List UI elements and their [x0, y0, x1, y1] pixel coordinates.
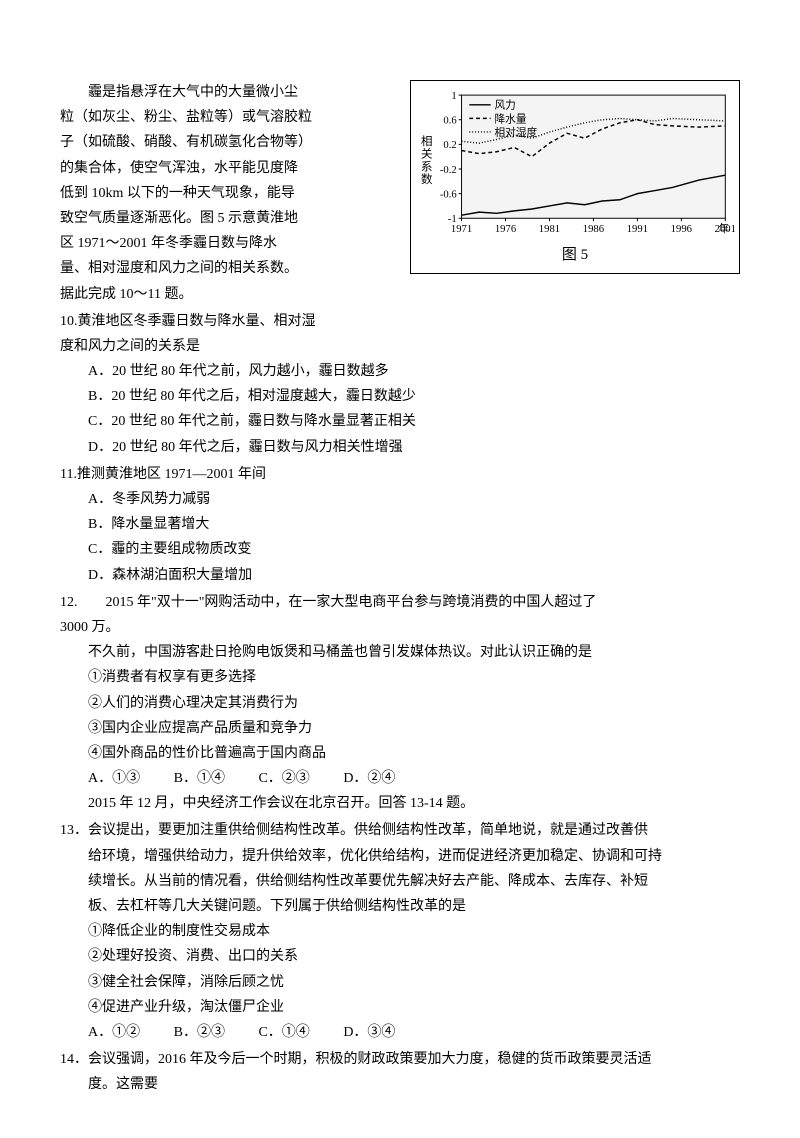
q13-options: A．①② B．②③ C．①④ D．③④ — [60, 1020, 740, 1045]
svg-text:数: 数 — [421, 172, 433, 186]
q13-line: 给环境，增强供给动力，提升供给效率，优化供给结构，进而促进经济更加稳定、协调和可… — [60, 844, 740, 869]
svg-text:关: 关 — [421, 147, 433, 161]
q10-option-d: D．20 世纪 80 年代之后，霾日数与风力相关性增强 — [60, 435, 740, 460]
svg-text:1976: 1976 — [495, 224, 517, 235]
q10-option-b: B．20 世纪 80 年代之后，相对湿度越大，霾日数越少 — [60, 384, 740, 409]
svg-text:风力: 风力 — [495, 99, 516, 112]
q12-item-3: ③国内企业应提高产品质量和竞争力 — [60, 716, 740, 741]
q13-item-3: ③健全社会保障，消除后顾之忧 — [60, 970, 740, 995]
q12-stem: 3000 万。 — [60, 615, 740, 640]
intro-line: 致空气质量逐渐恶化。图 5 示意黄淮地 — [60, 206, 400, 231]
q13-stem: 13．会议提出，要更加注重供给侧结构性改革。供给侧结构性改革，简单地说，就是通过… — [60, 818, 740, 843]
svg-text:-0.2: -0.2 — [440, 165, 457, 176]
q12-stem: 12. 2015 年"双十一"网购活动中，在一家大型电商平台参与跨境消费的中国人… — [60, 590, 740, 615]
svg-text:相: 相 — [421, 135, 433, 148]
q12-item-2: ②人们的消费心理决定其消费行为 — [60, 691, 740, 716]
q13-item-1: ①降低企业的制度性交易成本 — [60, 919, 740, 944]
q13-item-4: ④促进产业升级，淘汰僵尸企业 — [60, 995, 740, 1020]
intro-text: 霾是指悬浮在大气中的大量微小尘 粒（如灰尘、粉尘、盐粒等）或气溶胶粒 子（如硫酸… — [60, 80, 400, 307]
svg-text:系: 系 — [421, 160, 433, 173]
q13-line: 续增长。从当前的情况看，供给侧结构性改革要优先解决好去产能、降成本、去库存、补短 — [60, 869, 740, 894]
q12-option-a: A．①③ — [88, 766, 140, 791]
svg-text:年: 年 — [719, 222, 730, 235]
q12-item-4: ④国外商品的性价比普遍高于国内商品 — [60, 741, 740, 766]
svg-text:1986: 1986 — [583, 224, 605, 235]
q13-item-2: ②处理好投资、消费、出口的关系 — [60, 944, 740, 969]
question-11: 11.推测黄淮地区 1971―2001 年间 A．冬季风势力减弱 B．降水量显著… — [60, 462, 740, 588]
svg-text:降水量: 降水量 — [495, 112, 527, 125]
q11-option-a: A．冬季风势力减弱 — [60, 487, 740, 512]
intro-line: 据此完成 10～11 题。 — [60, 282, 400, 307]
q12-line: 不久前，中国游客赴日抢购电饭煲和马桶盖也曾引发媒体热议。对此认识正确的是 — [60, 640, 740, 665]
q11-option-b: B．降水量显著增大 — [60, 512, 740, 537]
svg-text:1991: 1991 — [627, 224, 648, 235]
q13-option-c: C．①④ — [258, 1020, 309, 1045]
q12-option-d: D．②④ — [343, 766, 395, 791]
question-13: 13．会议提出，要更加注重供给侧结构性改革。供给侧结构性改革，简单地说，就是通过… — [60, 818, 740, 1045]
q14-line: 度。这需要 — [60, 1072, 740, 1097]
q12-option-c: C．②③ — [258, 766, 309, 791]
q10-option-a: A．20 世纪 80 年代之前，风力越小，霾日数越多 — [60, 359, 740, 384]
intro-line: 的集合体，使空气浑浊，水平能见度降 — [60, 156, 400, 181]
correlation-chart: 10.60.2-0.2-0.6-119711976198119861991199… — [415, 85, 735, 240]
question-10: 10.黄淮地区冬季霾日数与降水量、相对湿 度和风力之间的关系是 A．20 世纪 … — [60, 309, 740, 460]
intro-line: 粒（如灰尘、粉尘、盐粒等）或气溶胶粒 — [60, 105, 400, 130]
q12-options: A．①③ B．①④ C．②③ D．②④ — [60, 766, 740, 791]
svg-text:相对湿度: 相对湿度 — [495, 126, 538, 139]
q11-option-c: C．霾的主要组成物质改变 — [60, 537, 740, 562]
question-12: 12. 2015 年"双十一"网购活动中，在一家大型电商平台参与跨境消费的中国人… — [60, 590, 740, 792]
q13-option-d: D．③④ — [343, 1020, 395, 1045]
q10-stem: 10.黄淮地区冬季霾日数与降水量、相对湿 — [60, 309, 740, 334]
svg-text:0.6: 0.6 — [443, 116, 457, 127]
q13-option-a: A．①② — [88, 1020, 140, 1045]
q13-line: 板、去杠杆等几大关键问题。下列属于供给侧结构性改革的是 — [60, 894, 740, 919]
intro-line: 量、相对湿度和风力之间的相关系数。 — [60, 256, 400, 281]
q14-stem: 14．会议强调，2016 年及今后一个时期，积极的财政政策要加大力度，稳健的货币… — [60, 1047, 740, 1072]
q12-option-b: B．①④ — [174, 766, 225, 791]
chart-figure-5: 10.60.2-0.2-0.6-119711976198119861991199… — [410, 80, 740, 274]
q11-stem: 11.推测黄淮地区 1971―2001 年间 — [60, 462, 740, 487]
context-13-14: 2015 年 12 月，中央经济工作会议在北京召开。回答 13-14 题。 — [60, 791, 740, 816]
svg-text:0.2: 0.2 — [443, 140, 456, 151]
question-14: 14．会议强调，2016 年及今后一个时期，积极的财政政策要加大力度，稳健的货币… — [60, 1047, 740, 1097]
intro-section: 霾是指悬浮在大气中的大量微小尘 粒（如灰尘、粉尘、盐粒等）或气溶胶粒 子（如硫酸… — [60, 80, 740, 307]
intro-line: 区 1971～2001 年冬季霾日数与降水 — [60, 231, 400, 256]
svg-text:-0.6: -0.6 — [440, 190, 458, 201]
svg-text:1996: 1996 — [671, 224, 693, 235]
q10-stem: 度和风力之间的关系是 — [60, 334, 740, 359]
svg-text:1971: 1971 — [451, 224, 472, 235]
intro-line: 霾是指悬浮在大气中的大量微小尘 — [60, 80, 400, 105]
q13-option-b: B．②③ — [174, 1020, 225, 1045]
q11-option-d: D．森林湖泊面积大量增加 — [60, 563, 740, 588]
intro-line: 低到 10km 以下的一种天气现象，能导 — [60, 181, 400, 206]
q10-option-c: C．20 世纪 80 年代之前，霾日数与降水量显著正相关 — [60, 409, 740, 434]
chart-caption: 图 5 — [415, 242, 735, 269]
svg-text:1: 1 — [451, 91, 456, 102]
intro-line: 子（如硫酸、硝酸、有机碳氢化合物等） — [60, 130, 400, 155]
svg-text:1981: 1981 — [539, 224, 560, 235]
q12-item-1: ①消费者有权享有更多选择 — [60, 665, 740, 690]
